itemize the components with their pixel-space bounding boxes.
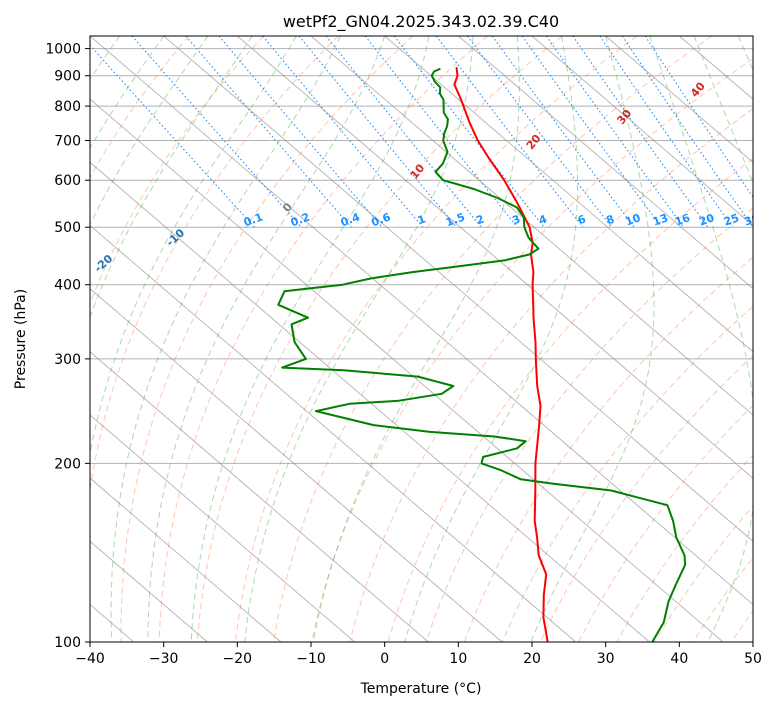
dry-adiabat bbox=[234, 36, 638, 642]
y-tick-label: 200 bbox=[54, 456, 81, 472]
moist-adiabat bbox=[90, 36, 165, 149]
moist-adiabat bbox=[90, 36, 297, 457]
moist-adiabat bbox=[147, 36, 386, 642]
mixing-ratio-label: 1.5 bbox=[444, 210, 467, 229]
mixing-ratio-line bbox=[599, 36, 734, 228]
mixing-ratio-line bbox=[325, 36, 482, 228]
moist-adiabat bbox=[190, 36, 430, 642]
dry-adiabat bbox=[311, 58, 753, 642]
dewpoint-profile bbox=[277, 67, 687, 642]
dry-adiabat bbox=[196, 36, 563, 642]
y-axis-label: Pressure (hPa) bbox=[13, 289, 29, 389]
x-tick-label: −10 bbox=[296, 651, 326, 667]
moist-adiabat bbox=[244, 36, 474, 642]
mixing-ratio-label: 1 bbox=[416, 212, 428, 227]
isotherm bbox=[310, 36, 753, 416]
x-tick-label: −20 bbox=[223, 651, 253, 667]
moist-adiabat bbox=[649, 36, 753, 642]
isotherm bbox=[90, 161, 650, 642]
dry-adiabat bbox=[90, 36, 190, 179]
isotherm bbox=[90, 351, 429, 642]
isotherm bbox=[531, 36, 753, 227]
mixing-ratio-label: 6 bbox=[576, 212, 588, 227]
chart-title: wetPf2_GN04.2025.343.02.39.C40 bbox=[283, 12, 559, 32]
isotherm bbox=[90, 288, 503, 642]
dry-adiabat bbox=[349, 108, 753, 642]
x-tick-label: 30 bbox=[597, 651, 615, 667]
isotherm bbox=[458, 36, 753, 290]
isotherm bbox=[605, 36, 753, 163]
mixing-ratio-label: 30 bbox=[742, 211, 761, 229]
dry-adiabat bbox=[158, 36, 488, 642]
y-tick-label: 300 bbox=[54, 352, 81, 368]
y-axis: 100 200 300 400 500 600 700 800 900 1000 bbox=[45, 42, 90, 651]
x-tick-label: 10 bbox=[449, 651, 467, 667]
x-axis: −40 −30 −20 −10 0 10 20 30 40 50 bbox=[75, 642, 762, 667]
y-tick-label: 1000 bbox=[45, 42, 81, 58]
mixing-ratio-label: 0.2 bbox=[289, 210, 312, 229]
mixing-ratio-line bbox=[621, 36, 753, 228]
moist-adiabat bbox=[110, 36, 341, 642]
moist-adiabat bbox=[693, 36, 753, 184]
plot-frame bbox=[89, 35, 754, 643]
moist-adiabat bbox=[404, 36, 578, 642]
mixing-ratio-line bbox=[644, 36, 753, 198]
mixing-ratio-label: 13 bbox=[651, 211, 670, 228]
mixing-ratio-label: 8 bbox=[604, 212, 616, 227]
line-labels: -100-90-80-70-60-50-40-30-20-100.10.20.4… bbox=[92, 79, 761, 275]
isotherm bbox=[90, 414, 356, 642]
y-tick-label: 400 bbox=[54, 278, 81, 294]
y-tick-label: 500 bbox=[54, 220, 81, 236]
mixing-ratio-line bbox=[572, 36, 709, 228]
mixing-ratio-line bbox=[521, 36, 663, 228]
mixing-ratio-label: 3 bbox=[510, 212, 522, 227]
x-tick-label: −30 bbox=[149, 651, 179, 667]
sounding-profiles bbox=[277, 67, 687, 642]
y-tick-label: 900 bbox=[54, 69, 81, 85]
mixing-ratio-line bbox=[545, 36, 685, 228]
mixing-ratio-label: 25 bbox=[722, 211, 741, 228]
mixing-ratio-line bbox=[364, 36, 518, 228]
moist-adiabat bbox=[90, 36, 209, 226]
mixing-ratio-line bbox=[90, 44, 255, 228]
moist-adiabat bbox=[312, 36, 520, 642]
x-tick-label: −40 bbox=[75, 651, 105, 667]
moist-adiabat bbox=[530, 36, 655, 642]
y-tick-label: 100 bbox=[54, 635, 81, 651]
dry-adiabat bbox=[387, 157, 753, 642]
x-tick-label: 50 bbox=[744, 651, 762, 667]
mixing-ratio-line bbox=[298, 36, 457, 228]
mixing-ratio-label: 4 bbox=[537, 212, 549, 227]
isotherm bbox=[237, 36, 753, 479]
isotherm bbox=[90, 224, 577, 642]
isotherm bbox=[90, 98, 724, 642]
mixing-ratio-line bbox=[467, 36, 612, 228]
mixing-ratio-label: 0.6 bbox=[370, 210, 393, 229]
moist-adiabat bbox=[90, 36, 120, 81]
mixing-ratio-label: 20 bbox=[697, 211, 716, 229]
y-tick-label: 800 bbox=[54, 99, 81, 115]
moist-adiabat bbox=[90, 36, 253, 319]
x-tick-label: 0 bbox=[380, 651, 389, 667]
mixing-ratio-line bbox=[262, 36, 424, 228]
y-tick-label: 700 bbox=[54, 133, 81, 149]
mixing-ratio-line bbox=[435, 36, 584, 228]
y-tick-label: 600 bbox=[54, 173, 81, 189]
mixing-ratio-label: 0.1 bbox=[242, 210, 265, 229]
dry-adiabat bbox=[90, 36, 264, 305]
plot-area bbox=[90, 36, 753, 642]
x-axis-label: Temperature (°C) bbox=[360, 681, 482, 697]
mixing-ratio-label: 10 bbox=[624, 211, 643, 229]
temperature-profile bbox=[453, 67, 549, 642]
x-tick-label: 40 bbox=[670, 651, 688, 667]
x-tick-label: 20 bbox=[523, 651, 541, 667]
dry-adiabat bbox=[90, 36, 339, 493]
mixing-ratio-label: 16 bbox=[673, 211, 692, 229]
isotherm bbox=[384, 36, 753, 353]
mixing-ratio-label: 2 bbox=[474, 212, 486, 227]
mixing-ratio-label: 0.4 bbox=[339, 210, 362, 229]
isotherm bbox=[90, 477, 282, 642]
dry-adiabat bbox=[425, 207, 753, 642]
